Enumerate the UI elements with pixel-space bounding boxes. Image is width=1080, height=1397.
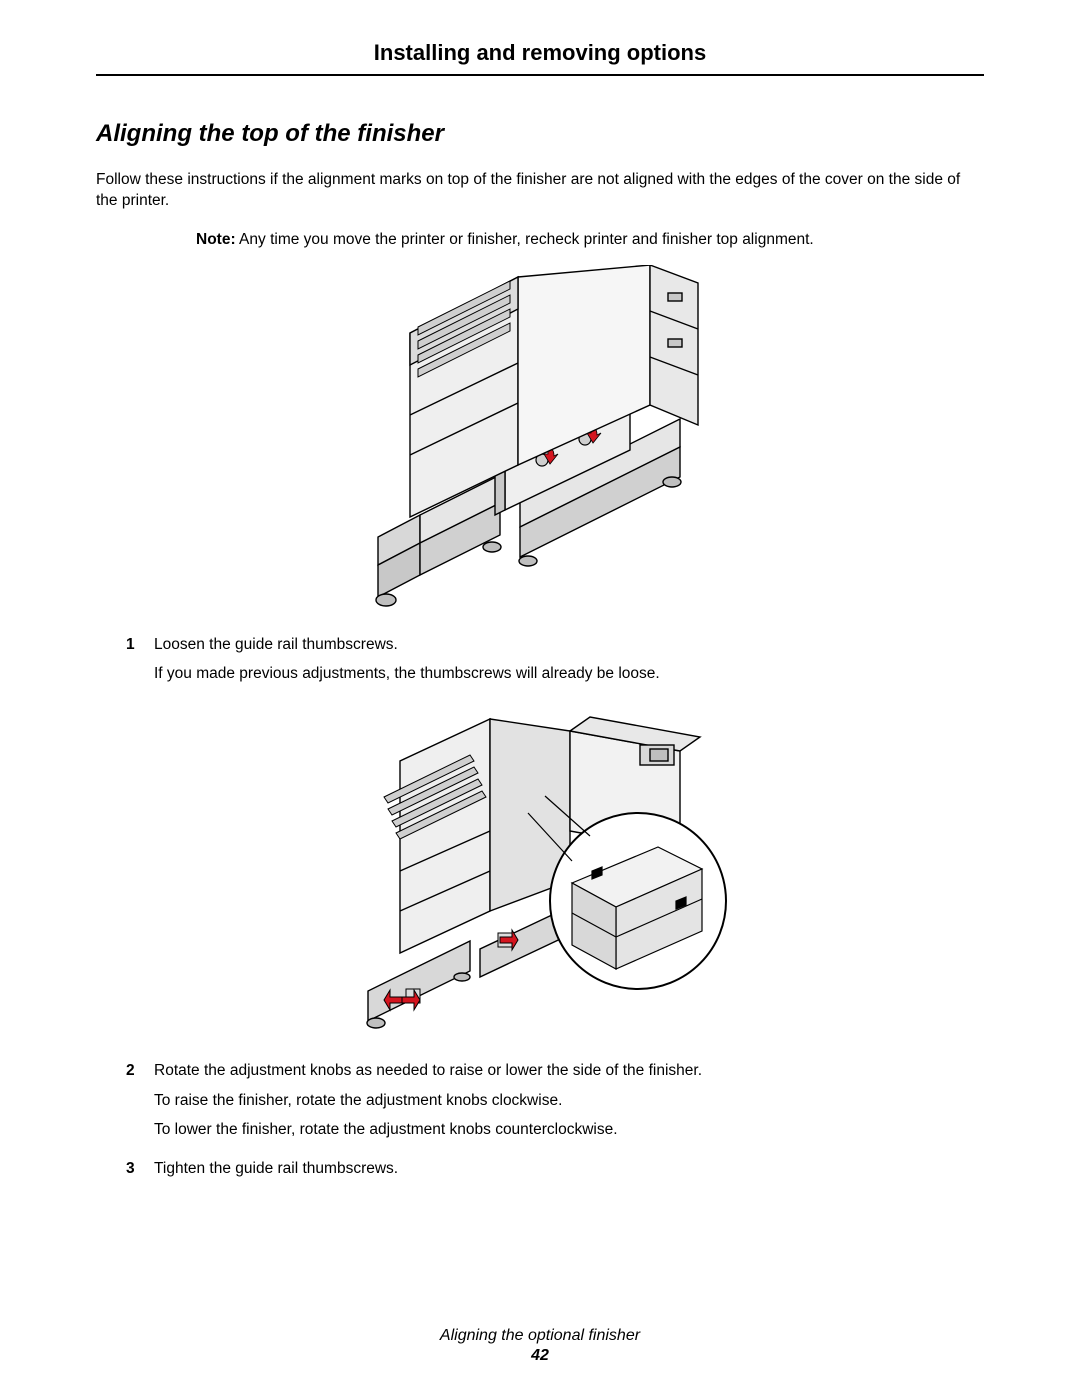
step-text: Rotate the adjustment knobs as needed to… <box>154 1059 984 1082</box>
intro-paragraph: Follow these instructions if the alignme… <box>96 170 984 212</box>
page-footer: Aligning the optional finisher 42 <box>0 1327 1080 1365</box>
step-item: 3 Tighten the guide rail thumbscrews. <box>126 1157 984 1186</box>
note-text: Any time you move the printer or finishe… <box>236 231 814 248</box>
step-item: 1 Loosen the guide rail thumbscrews. If … <box>126 633 984 692</box>
header-rule <box>96 74 984 76</box>
step-text: If you made previous adjustments, the th… <box>154 662 984 685</box>
chapter-title: Installing and removing options <box>96 40 984 66</box>
footer-page-number: 42 <box>0 1347 1080 1365</box>
note-label: Note: <box>196 231 236 248</box>
note-line: Note: Any time you move the printer or f… <box>196 230 984 251</box>
figure-1 <box>96 265 984 615</box>
step-text: To lower the finisher, rotate the adjust… <box>154 1118 984 1141</box>
step-number: 3 <box>126 1157 154 1186</box>
step-text: Loosen the guide rail thumbscrews. <box>154 633 984 656</box>
step-text: To raise the finisher, rotate the adjust… <box>154 1089 984 1112</box>
step-number: 2 <box>126 1059 154 1147</box>
section-title: Aligning the top of the finisher <box>96 120 984 148</box>
footer-title: Aligning the optional finisher <box>0 1327 1080 1345</box>
step-number: 1 <box>126 633 154 692</box>
figure-2 <box>96 701 984 1041</box>
step-item: 2 Rotate the adjustment knobs as needed … <box>126 1059 984 1147</box>
step-text: Tighten the guide rail thumbscrews. <box>154 1157 984 1180</box>
